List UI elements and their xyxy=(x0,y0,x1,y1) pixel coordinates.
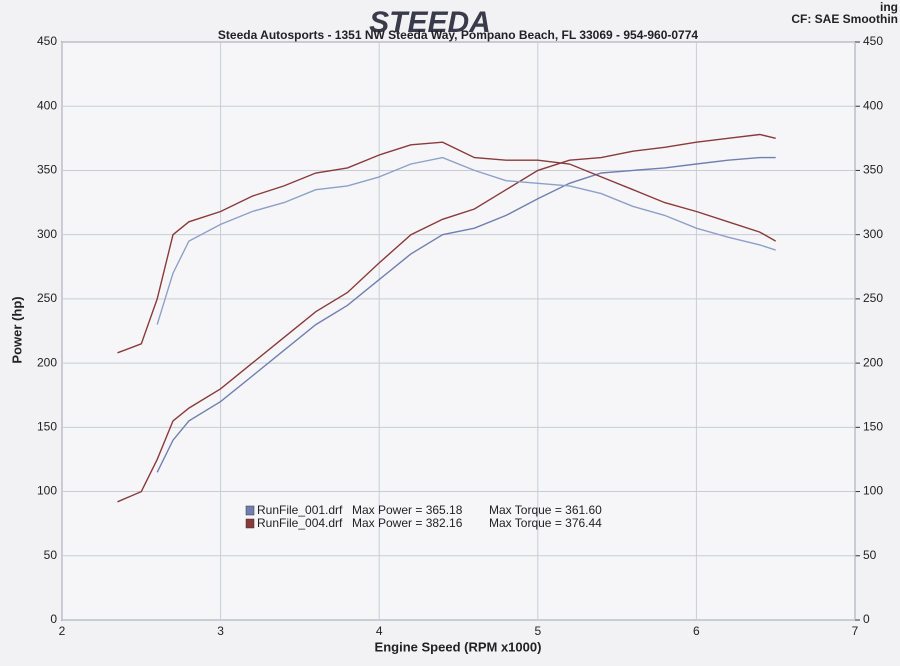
y-tick-label: 50 xyxy=(44,548,58,562)
y-tick-label: 0 xyxy=(50,612,57,626)
y-tick-label: 100 xyxy=(37,484,57,498)
y2-tick-label: 450 xyxy=(863,34,883,48)
series-line xyxy=(156,156,776,325)
y-tick-label: 250 xyxy=(37,291,57,305)
y-axis-label: Power (hp) xyxy=(9,296,24,363)
x-tick-label: 3 xyxy=(217,624,224,638)
plot-area xyxy=(61,41,856,621)
y2-tick-label: 100 xyxy=(863,484,883,498)
logo: STEEDA xyxy=(369,6,491,39)
y-tick-label: 450 xyxy=(37,34,57,48)
x-tick-label: 4 xyxy=(376,624,383,638)
legend-power: Max Power = 382.16 xyxy=(352,516,463,530)
y2-tick-label: 50 xyxy=(863,548,877,562)
y2-tick-label: 350 xyxy=(863,163,883,177)
x-tick-label: 5 xyxy=(534,624,541,638)
series-line xyxy=(117,141,777,354)
y-tick-label: 300 xyxy=(37,227,57,241)
y2-tick-label: 0 xyxy=(863,612,870,626)
series-line xyxy=(117,133,776,503)
legend-file: RunFile_004.drf xyxy=(257,516,343,530)
y2-tick-label: 250 xyxy=(863,291,883,305)
legend-swatch xyxy=(245,505,255,516)
legend-torque: Max Torque = 376.44 xyxy=(489,516,602,530)
legend-torque: Max Torque = 361.60 xyxy=(489,503,602,517)
y-tick-label: 150 xyxy=(37,420,57,434)
y2-tick-label: 200 xyxy=(863,355,883,369)
y-tick-label: 200 xyxy=(37,355,57,369)
y2-tick-label: 150 xyxy=(863,420,883,434)
x-tick-label: 7 xyxy=(852,624,859,638)
x-tick-label: 2 xyxy=(59,624,66,638)
x-axis-label: Engine Speed (RPM x1000) xyxy=(375,639,542,654)
y2-tick-label: 400 xyxy=(863,98,883,112)
y2-tick-label: 300 xyxy=(863,227,883,241)
legend-swatch xyxy=(245,518,255,529)
x-tick-label: 6 xyxy=(693,624,700,638)
y-tick-label: 400 xyxy=(37,98,57,112)
series-line xyxy=(156,156,776,473)
chart-title: Steeda Autosports - 1351 NW Steeda Way, … xyxy=(218,28,699,42)
corner-text: ing xyxy=(880,0,898,14)
legend-file: RunFile_001.drf xyxy=(257,503,343,517)
legend-power: Max Power = 365.18 xyxy=(352,503,463,517)
corner-info: CF: SAE Smoothin xyxy=(791,12,898,26)
y-tick-label: 350 xyxy=(37,163,57,177)
